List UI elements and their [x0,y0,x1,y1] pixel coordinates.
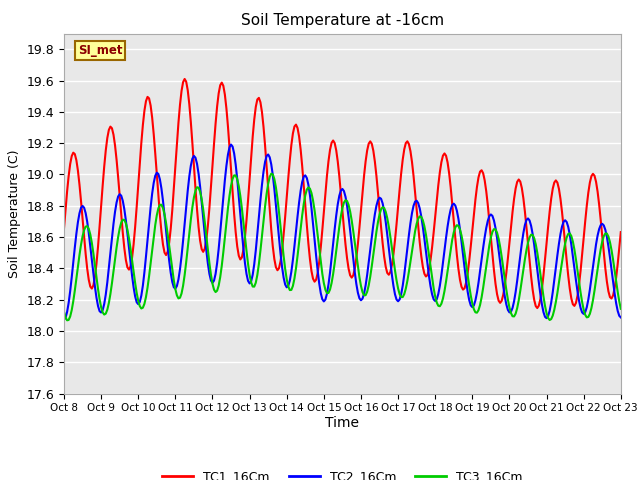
Legend: TC1_16Cm, TC2_16Cm, TC3_16Cm: TC1_16Cm, TC2_16Cm, TC3_16Cm [157,465,528,480]
TC3_16Cm [268,171,275,177]
TC2_16Cm [617,314,625,320]
Text: SI_met: SI_met [78,44,122,58]
TC2_16Cm [76,210,83,216]
TC3_16Cm [412,228,419,234]
TC1_16Cm [180,76,188,82]
TC2_16Cm [397,291,405,297]
TC2_16Cm [60,317,68,323]
Title: Soil Temperature at -16cm: Soil Temperature at -16cm [241,13,444,28]
X-axis label: Time: Time [325,416,360,430]
TC2_16Cm [227,142,235,147]
TC1_16Cm [397,170,405,176]
TC2_16Cm [164,243,172,249]
Y-axis label: Soil Temperature (C): Soil Temperature (C) [8,149,21,278]
TC3_16Cm [63,317,71,323]
TC3_16Cm [60,309,68,314]
Line: TC1_16Cm: TC1_16Cm [64,79,621,308]
TC3_16Cm [617,306,625,312]
TC3_16Cm [77,242,85,248]
TC2_16Cm [550,277,558,283]
TC1_16Cm [379,240,387,246]
TC3_16Cm [552,299,559,305]
TC1_16Cm [60,226,68,231]
Line: TC3_16Cm: TC3_16Cm [64,174,621,320]
TC1_16Cm [164,249,172,255]
TC2_16Cm [379,201,387,206]
TC3_16Cm [399,294,406,300]
TC3_16Cm [165,243,173,249]
TC1_16Cm [552,178,559,183]
TC1_16Cm [617,229,625,235]
TC3_16Cm [380,205,388,211]
TC1_16Cm [76,181,83,187]
TC1_16Cm [410,173,417,179]
TC2_16Cm [410,203,417,209]
Line: TC2_16Cm: TC2_16Cm [64,144,621,320]
TC1_16Cm [534,305,541,311]
